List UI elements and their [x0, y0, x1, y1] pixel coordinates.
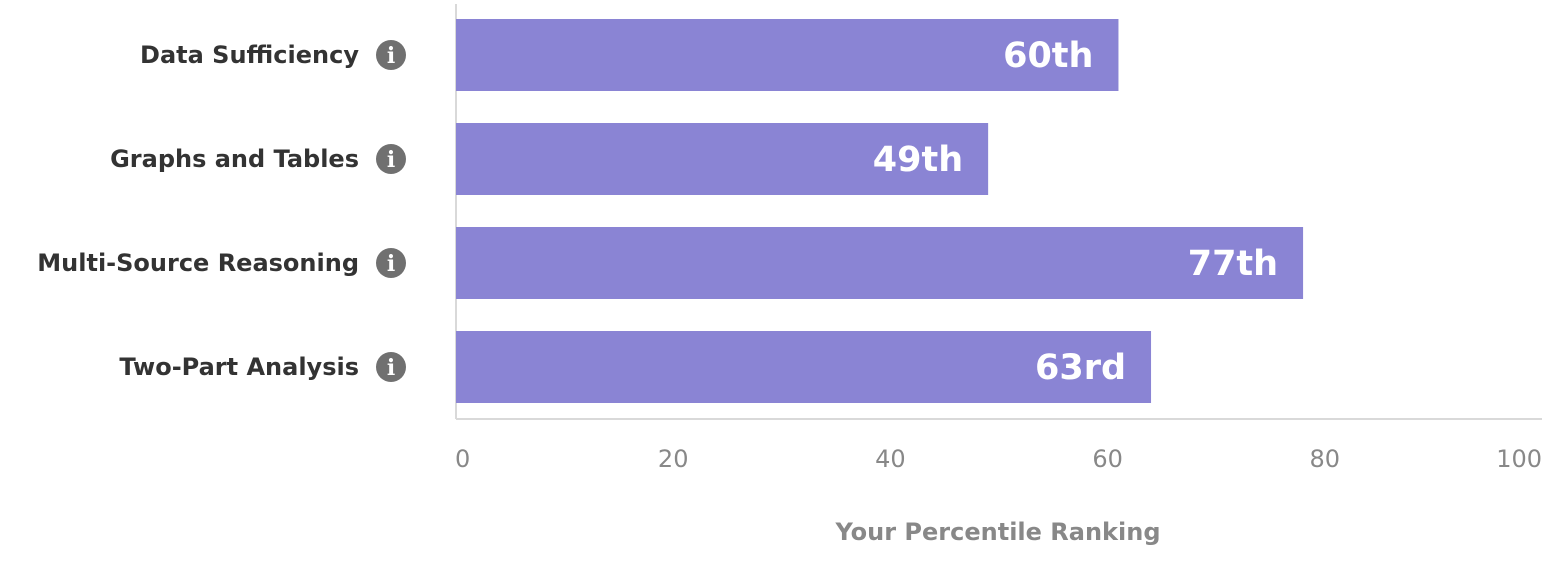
- x-tick-label: 20: [658, 445, 689, 473]
- info-icon: i: [376, 40, 406, 70]
- bar-value-label: 60th: [1003, 36, 1093, 76]
- x-axis-title: Your Percentile Ranking: [834, 518, 1160, 546]
- x-tick-label: 100: [1496, 445, 1542, 473]
- svg-text:i: i: [387, 251, 395, 277]
- category-label: Two-Part Analysis: [119, 353, 359, 381]
- category-label: Data Sufficiency: [140, 41, 359, 69]
- x-tick-label: 40: [875, 445, 906, 473]
- category-label: Graphs and Tables: [110, 145, 359, 173]
- info-icon: i: [376, 248, 406, 278]
- info-icon: i: [376, 352, 406, 382]
- bar: [456, 331, 1152, 403]
- x-tick-label: 0: [455, 445, 470, 473]
- info-icon: i: [376, 144, 406, 174]
- svg-text:i: i: [387, 147, 395, 173]
- x-tick-label: 60: [1092, 445, 1123, 473]
- bar: [456, 227, 1304, 299]
- bar: [456, 19, 1119, 91]
- bar: [456, 123, 989, 195]
- bar-value-label: 49th: [873, 140, 963, 180]
- bar-value-label: 63rd: [1035, 348, 1126, 388]
- x-tick-label: 80: [1310, 445, 1341, 473]
- svg-text:i: i: [387, 43, 395, 69]
- svg-text:i: i: [387, 355, 395, 381]
- category-label: Multi-Source Reasoning: [37, 249, 359, 277]
- bar-value-label: 77th: [1188, 244, 1278, 284]
